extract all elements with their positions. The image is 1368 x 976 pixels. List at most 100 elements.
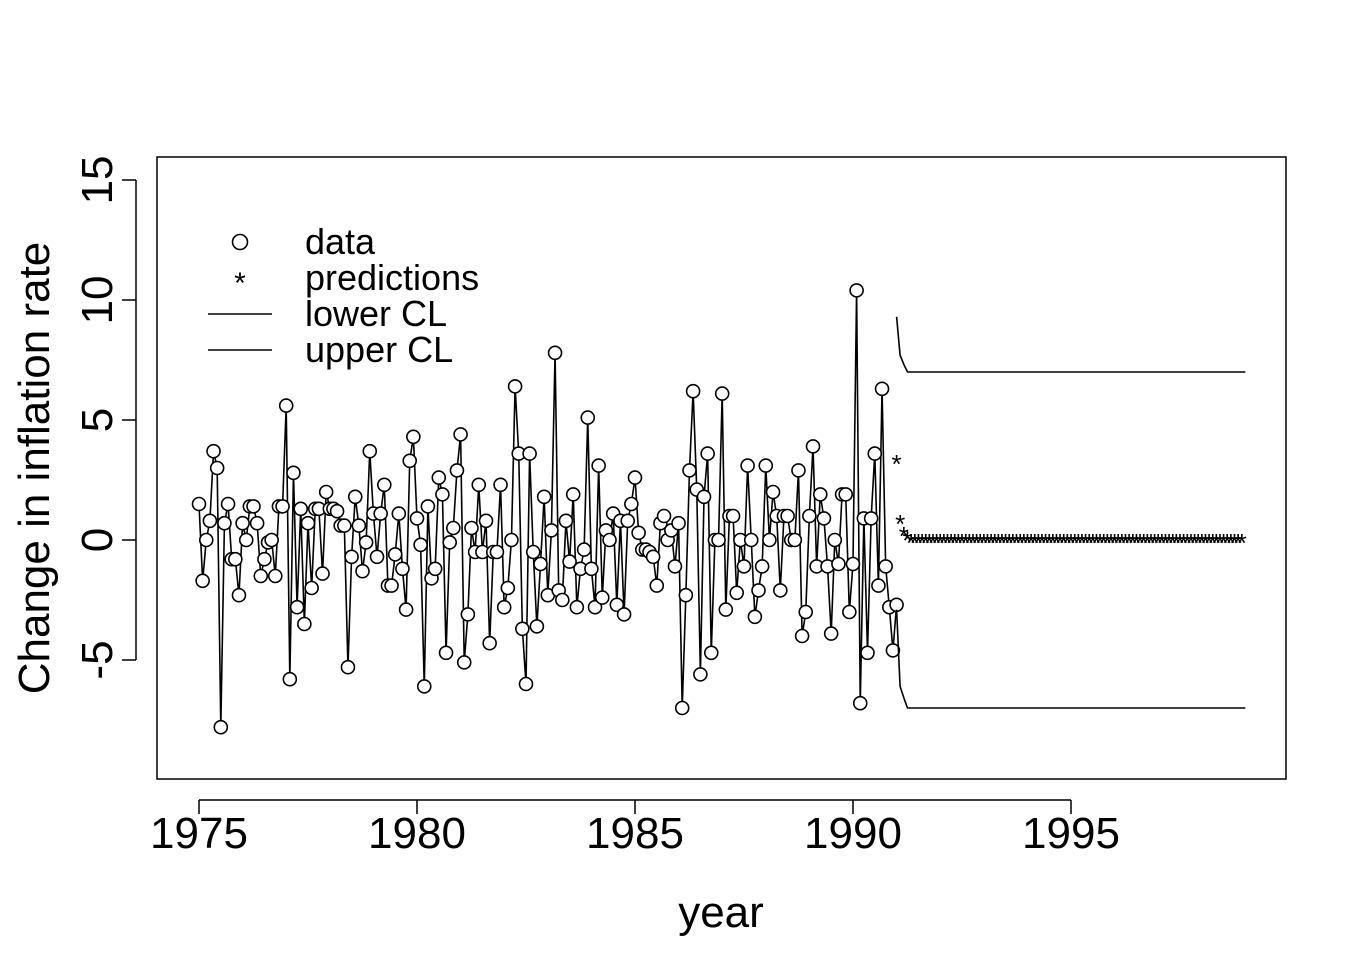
data-point (558, 513, 574, 529)
data-point (340, 659, 356, 675)
data-point (460, 607, 476, 622)
data-point (773, 583, 788, 598)
data-point (754, 559, 770, 574)
prediction-point: * (1113, 528, 1123, 558)
data-point (594, 590, 610, 605)
data-point (387, 547, 403, 562)
prediction-point: * (899, 521, 909, 551)
y-tick-label: 5 (73, 408, 122, 432)
data-point (202, 513, 218, 529)
prediction-point: * (1182, 528, 1192, 558)
data-point (275, 499, 290, 514)
data-point (562, 554, 577, 569)
prediction-point: * (1073, 528, 1083, 558)
data-point (827, 532, 843, 548)
data-point (358, 535, 374, 550)
legend-label: lower CL (305, 293, 447, 334)
data-point (413, 537, 428, 553)
data-point (391, 506, 407, 521)
prediction-point: * (1070, 528, 1080, 558)
data-point (678, 587, 694, 603)
prediction-point: * (997, 528, 1007, 558)
data-point (471, 477, 487, 493)
data-point (369, 549, 385, 565)
prediction-point: * (1200, 528, 1210, 558)
data-point (191, 496, 207, 512)
data-point (355, 563, 370, 579)
data-point (569, 599, 585, 615)
prediction-point: * (1030, 528, 1040, 558)
prediction-point: * (1193, 528, 1203, 558)
prediction-point: * (902, 526, 912, 556)
prediction-point: * (1022, 528, 1032, 558)
prediction-point: * (1171, 528, 1181, 558)
prediction-point: * (1084, 528, 1094, 558)
data-point (544, 523, 559, 538)
data-point (794, 628, 810, 644)
data-point (522, 446, 537, 461)
prediction-point: * (1233, 528, 1243, 558)
data-point (649, 578, 665, 593)
data-point (743, 532, 759, 548)
prediction-point: * (975, 528, 985, 558)
data-point (718, 602, 734, 617)
data-point (446, 520, 461, 536)
data-point (580, 410, 596, 425)
data-point (398, 602, 414, 617)
data-point (478, 513, 494, 529)
data-point (798, 604, 814, 620)
x-tick-label: 1980 (368, 809, 466, 858)
legend-label: data (305, 221, 376, 262)
prediction-point: * (1048, 528, 1058, 558)
data-point (344, 549, 359, 565)
data-point (496, 599, 512, 615)
prediction-point: * (932, 528, 942, 558)
data-point (409, 511, 425, 526)
data-point (318, 484, 334, 500)
prediction-point: * (953, 528, 963, 558)
prediction-point: * (1055, 528, 1065, 558)
data-point (489, 544, 505, 560)
data-point (289, 599, 305, 615)
prediction-point: * (1110, 528, 1120, 558)
prediction-point: * (1211, 528, 1221, 558)
data-point (711, 532, 726, 548)
data-point (765, 484, 781, 500)
data-point (304, 580, 319, 596)
data-point (376, 477, 392, 493)
data-point (431, 470, 447, 485)
data-point (845, 556, 861, 572)
lower-cl-line (895, 609, 1246, 709)
data-point (584, 561, 599, 577)
data-point (780, 508, 795, 524)
prediction-point: * (1001, 528, 1011, 558)
data-point (442, 535, 457, 550)
data-point (453, 427, 468, 442)
prediction-point: * (1186, 528, 1196, 558)
prediction-point: * (957, 528, 967, 558)
x-tick-label: 1995 (1022, 809, 1120, 858)
data-point (616, 607, 632, 622)
prediction-point: * (1120, 528, 1130, 558)
y-tick-label: 15 (73, 156, 122, 205)
data-point (231, 587, 247, 603)
data-point (812, 487, 828, 502)
prediction-point: * (1208, 528, 1218, 558)
legend-label: predictions (305, 257, 479, 298)
prediction-point: * (1033, 528, 1043, 558)
data-point (297, 616, 312, 632)
data-point (725, 508, 741, 524)
prediction-point: * (1066, 528, 1076, 558)
data-point (315, 566, 330, 581)
data-point (267, 568, 283, 584)
prediction-point: * (1091, 528, 1101, 558)
data-point (347, 489, 363, 505)
y-axis-title: Change in inflation rate (10, 242, 59, 695)
prediction-point: * (1095, 528, 1105, 558)
x-tick-label: 1990 (804, 809, 902, 858)
data-point (758, 458, 774, 473)
prediction-point: * (1062, 528, 1072, 558)
data-point (762, 532, 777, 548)
